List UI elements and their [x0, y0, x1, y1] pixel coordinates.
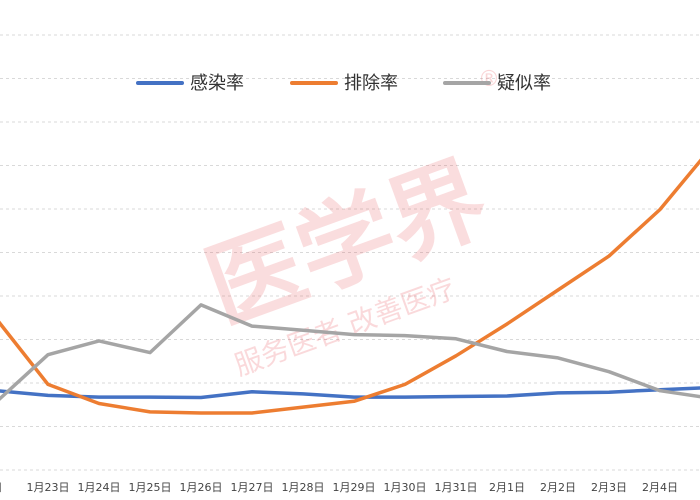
- series-line-exclusion-rate: [0, 158, 700, 415]
- x-tick-label: 1月26日: [180, 481, 223, 494]
- legend-label-infection-rate: 感染率: [190, 73, 244, 94]
- x-tick-label: 日: [0, 481, 3, 494]
- x-tick-label: 2月4日: [642, 481, 678, 494]
- x-tick-label: 2月1日: [489, 481, 525, 494]
- x-tick-label: 2月3日: [591, 481, 627, 494]
- gridlines: [0, 34, 700, 471]
- x-tick-label: 1月24日: [78, 481, 121, 494]
- legend-label-suspected-rate: 疑似率: [497, 73, 551, 94]
- x-tick-label: 1月29日: [333, 481, 376, 494]
- x-tick-label: 1月30日: [384, 481, 427, 494]
- watermark-registered-mark: ®: [478, 67, 500, 92]
- series-line-suspected-rate: [0, 303, 700, 401]
- series-lines: [0, 158, 700, 415]
- x-tick-label: 1月31日: [435, 481, 478, 494]
- x-tick-label: 1月25日: [129, 481, 172, 494]
- x-tick-label: 2月2日: [540, 481, 576, 494]
- legend: 感染率 排除率 疑似率: [136, 73, 551, 94]
- legend-label-exclusion-rate: 排除率: [344, 73, 398, 94]
- x-axis-tick-labels: 日 1月23日 1月24日 1月25日 1月26日 1月27日 1月28日 1月29日 1月30…: [0, 481, 678, 494]
- x-tick-label: 1月27日: [231, 481, 274, 494]
- series-line-infection-rate: [0, 386, 700, 400]
- x-tick-label: 1月23日: [27, 481, 70, 494]
- x-tick-label: 1月28日: [282, 481, 325, 494]
